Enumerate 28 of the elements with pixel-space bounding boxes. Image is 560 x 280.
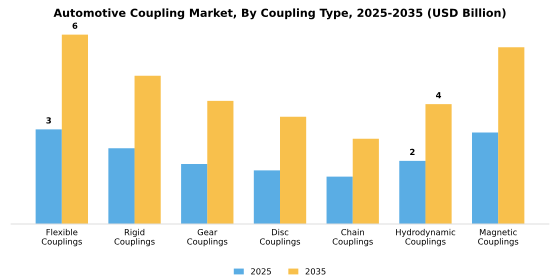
x-tick-label: Gear Couplings (187, 229, 228, 246)
bar (36, 129, 62, 224)
bar (399, 160, 426, 224)
bar (425, 104, 452, 224)
bar (181, 164, 208, 224)
bar (207, 100, 234, 224)
data-label: 3 (46, 117, 51, 124)
bar (472, 132, 498, 224)
data-label: 2 (410, 148, 415, 155)
x-tick-label: Flexible Couplings (42, 228, 82, 246)
data-label: 6 (72, 22, 78, 29)
x-tick-label: Rigid Couplings (114, 228, 155, 246)
chart-title: Automotive Coupling Market, By Coupling Type, 2025-2035 (USD Billion) (54, 8, 506, 20)
x-tick-label: Disc Couplings (260, 228, 300, 246)
bar (134, 76, 161, 224)
data-label: 4 (436, 92, 442, 98)
bar (498, 47, 524, 224)
bar (352, 138, 379, 224)
legend-label: 2025 (251, 268, 271, 275)
bar (280, 116, 306, 224)
bar (254, 170, 280, 224)
x-tick-label: Hydrodynamic Couplings (396, 228, 456, 246)
x-tick-label: Magnetic Couplings (478, 228, 518, 246)
x-tick-label: Chain Couplings (332, 228, 373, 246)
bar (108, 148, 135, 224)
bar (62, 34, 88, 224)
bar (326, 176, 353, 224)
legend-label: 2035 (306, 268, 326, 275)
